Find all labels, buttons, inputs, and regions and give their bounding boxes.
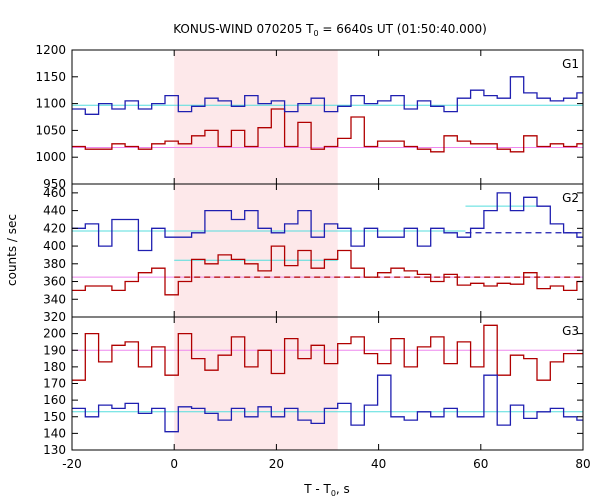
x-axis-label-subscript: 0 [331,489,336,498]
y-tick-label: 1100 [35,97,66,111]
y-tick-label: 950 [43,177,66,191]
y-tick-label: 150 [43,410,66,424]
y-axis-label: counts / sec [5,214,19,286]
chart-title-subscript: 0 [313,29,318,38]
x-axis-label-main: T - T [303,482,331,496]
y-tick-label: 180 [43,360,66,374]
y-tick-label: 1000 [35,150,66,164]
panel-label: G2 [562,191,579,205]
y-tick-label: 140 [43,426,66,440]
chart-title-main: KONUS-WIND 070205 T [173,22,314,36]
y-tick-label: 160 [43,393,66,407]
x-tick-label: 40 [371,457,386,471]
panel-g2: 340 360 380 400 420 440 460 320 G2 [43,183,584,324]
y-tick-label: 170 [43,377,66,391]
x-tick-label: 20 [269,457,284,471]
panels-group: 10001050110011501200950G1340360380400420… [35,43,590,471]
panel-g3: 130 140 150 160 170 180 190 200 -20 0 20 40 60 80 G3 [43,316,591,471]
panel-label: G3 [562,324,579,338]
y-tick-label: 1200 [35,43,66,57]
series-blue [72,192,583,252]
chart-title: KONUS-WIND 070205 T0 = 6640s UT (01:50:4… [173,22,487,38]
x-axis-label: T - T0, s [303,482,350,498]
series-blue [72,374,583,433]
panel-g1: 1000 1050 1100 1150 1200 950 G1 [35,43,584,191]
series-red [72,245,583,296]
shaded-interval [174,184,338,317]
series-red [72,324,583,381]
y-tick-label: 460 [43,186,66,200]
x-axis-label-rest: , s [336,482,350,496]
x-tick-label: 0 [170,457,178,471]
shaded-interval [174,317,338,450]
y-tick-label: 190 [43,343,66,357]
x-tick-label: -20 [62,457,82,471]
y-tick-label: 1150 [35,70,66,84]
y-tick-label: 380 [43,257,66,271]
series-red [72,108,583,153]
y-tick-label: 420 [43,221,66,235]
x-tick-label: 60 [473,457,488,471]
y-tick-label: 1050 [35,123,66,137]
y-tick-label: 340 [43,292,66,306]
x-tick-label: 80 [575,457,590,471]
y-tick-label: 320 [43,310,66,324]
series-blue [72,76,583,115]
y-tick-label: 360 [43,275,66,289]
y-tick-label: 400 [43,239,66,253]
y-tick-label: 130 [43,443,66,457]
y-tick-label: 200 [43,327,66,341]
chart-title-rest: = 6640s UT (01:50:40.000) [319,22,487,36]
shaded-interval [174,50,338,184]
y-tick-label: 440 [43,204,66,218]
panel-label: G1 [562,57,579,71]
